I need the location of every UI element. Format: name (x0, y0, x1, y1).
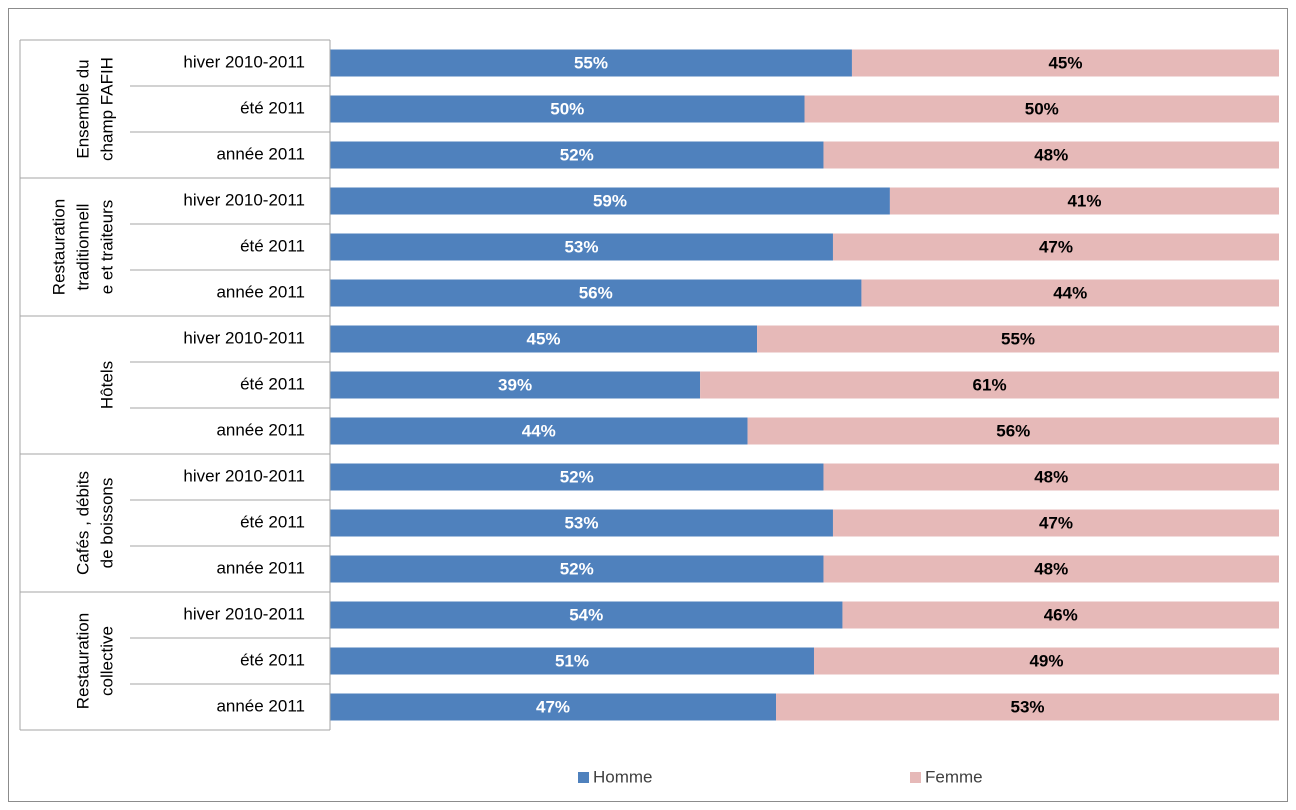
bar-segment (330, 95, 805, 123)
data-label: 56% (579, 283, 613, 302)
bar-segment (330, 279, 862, 307)
group-label: collective (97, 626, 116, 696)
bar-segment (823, 555, 1279, 583)
y-tick-label: hiver 2010-2011 (183, 328, 305, 347)
y-tick-label: année 2011 (216, 420, 305, 439)
data-label: 48% (1034, 145, 1068, 164)
bar-segment (842, 601, 1279, 629)
data-label: 48% (1034, 467, 1068, 486)
bar-segment (832, 233, 1279, 261)
data-label: 45% (527, 329, 561, 348)
data-label: 54% (569, 605, 603, 624)
data-label: 45% (1048, 53, 1082, 72)
bar-segment (330, 463, 824, 491)
legend-label: Femme (925, 767, 983, 786)
bar-segment (330, 233, 833, 261)
data-label: 48% (1034, 559, 1068, 578)
y-tick-label: hiver 2010-2011 (183, 466, 305, 485)
data-label: 49% (1029, 651, 1063, 670)
bar-segment (330, 647, 814, 675)
chart-border (8, 8, 1288, 802)
data-label: 55% (574, 53, 608, 72)
bar-segment (747, 417, 1279, 445)
bar-segment (889, 187, 1279, 215)
bar-segment (330, 371, 701, 399)
data-label: 47% (1039, 237, 1073, 256)
data-label: 50% (550, 99, 584, 118)
bar-segment (330, 325, 758, 353)
group-label: Ensemble du (73, 59, 92, 158)
data-label: 55% (1001, 329, 1035, 348)
data-label: 52% (560, 467, 594, 486)
data-label: 47% (536, 697, 570, 716)
y-tick-label: été 2011 (240, 650, 305, 669)
legend-swatch (910, 772, 921, 783)
legend-swatch (578, 772, 589, 783)
data-label: 50% (1025, 99, 1059, 118)
group-label: e et traiteurs (97, 200, 116, 295)
bar-segment (330, 601, 843, 629)
bar-segment (757, 325, 1279, 353)
data-label: 53% (564, 513, 598, 532)
bar-segment (813, 647, 1279, 675)
group-label: Cafés , débits (73, 471, 92, 575)
y-tick-label: année 2011 (216, 282, 305, 301)
y-tick-label: année 2011 (216, 696, 305, 715)
y-tick-label: été 2011 (240, 98, 305, 117)
bar-segment (330, 693, 777, 721)
data-label: 41% (1067, 191, 1101, 210)
bar-segment (330, 555, 824, 583)
y-tick-label: année 2011 (216, 558, 305, 577)
y-tick-label: hiver 2010-2011 (183, 52, 305, 71)
bar-segment (776, 693, 1279, 721)
data-label: 56% (996, 421, 1030, 440)
bar-segment (330, 417, 748, 445)
bar-segment (851, 49, 1279, 77)
bar-segment (330, 141, 824, 169)
group-label: Restauration (73, 613, 92, 709)
data-label: 53% (1010, 697, 1044, 716)
data-label: 52% (560, 145, 594, 164)
bar-segment (823, 141, 1279, 169)
data-label: 61% (973, 375, 1007, 394)
data-label: 59% (593, 191, 627, 210)
data-label: 47% (1039, 513, 1073, 532)
data-label: 51% (555, 651, 589, 670)
bar-segment (861, 279, 1279, 307)
group-label: Hôtels (97, 361, 116, 409)
group-label: traditionnell (73, 204, 92, 291)
y-tick-label: été 2011 (240, 512, 305, 531)
data-label: 39% (498, 375, 532, 394)
data-label: 44% (522, 421, 556, 440)
y-tick-label: année 2011 (216, 144, 305, 163)
data-label: 44% (1053, 283, 1087, 302)
bar-segment (330, 509, 833, 537)
group-label: de boissons (97, 478, 116, 569)
data-label: 46% (1044, 605, 1078, 624)
y-tick-label: été 2011 (240, 236, 305, 255)
bar-segment (700, 371, 1279, 399)
bar-segment (832, 509, 1279, 537)
data-label: 53% (564, 237, 598, 256)
group-label: champ FAFIH (97, 57, 116, 161)
data-label: 52% (560, 559, 594, 578)
group-label: Restauration (49, 199, 68, 295)
bar-segment (330, 49, 852, 77)
y-tick-label: été 2011 (240, 374, 305, 393)
y-tick-label: hiver 2010-2011 (183, 604, 305, 623)
legend-label: Homme (593, 767, 653, 786)
bar-segment (330, 187, 890, 215)
bar-segment (804, 95, 1279, 123)
y-tick-label: hiver 2010-2011 (183, 190, 305, 209)
bar-segment (823, 463, 1279, 491)
